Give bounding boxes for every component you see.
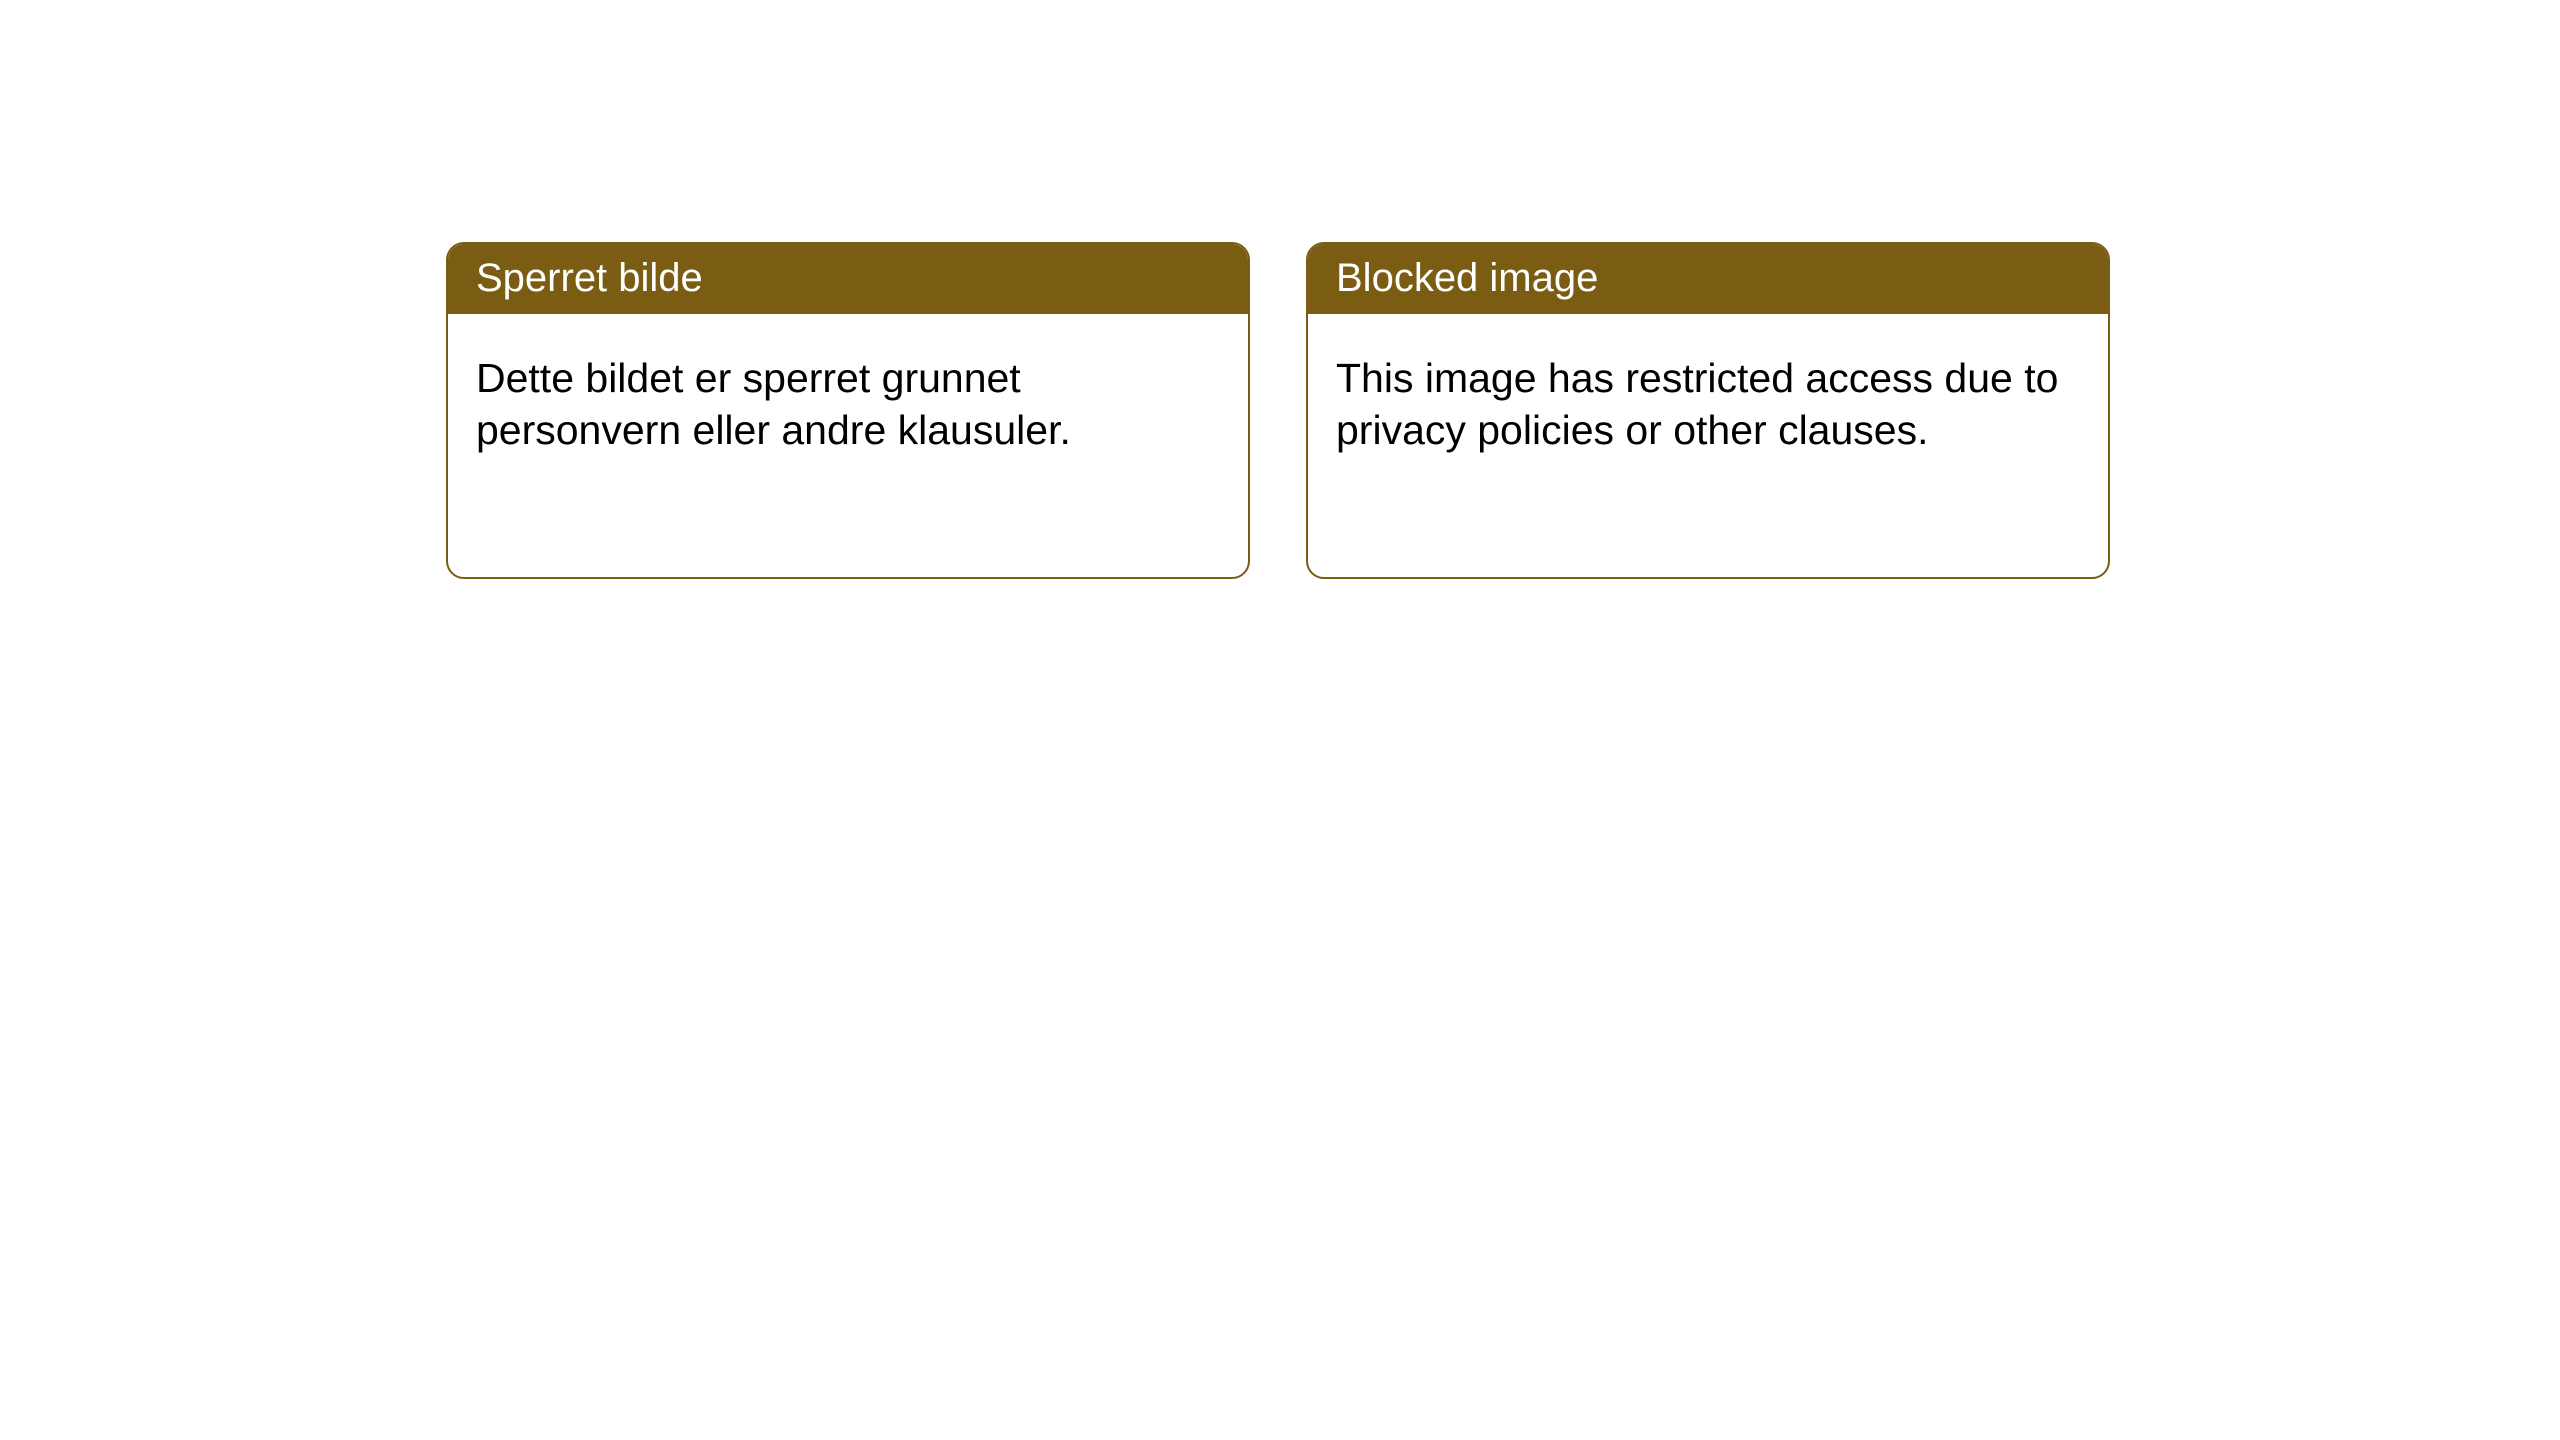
notice-card-english: Blocked image This image has restricted … — [1306, 242, 2110, 579]
card-body-text: This image has restricted access due to … — [1308, 314, 2108, 495]
card-title: Sperret bilde — [448, 244, 1248, 314]
notice-card-norwegian: Sperret bilde Dette bildet er sperret gr… — [446, 242, 1250, 579]
card-body-text: Dette bildet er sperret grunnet personve… — [448, 314, 1248, 495]
notice-card-container: Sperret bilde Dette bildet er sperret gr… — [0, 0, 2560, 579]
card-title: Blocked image — [1308, 244, 2108, 314]
